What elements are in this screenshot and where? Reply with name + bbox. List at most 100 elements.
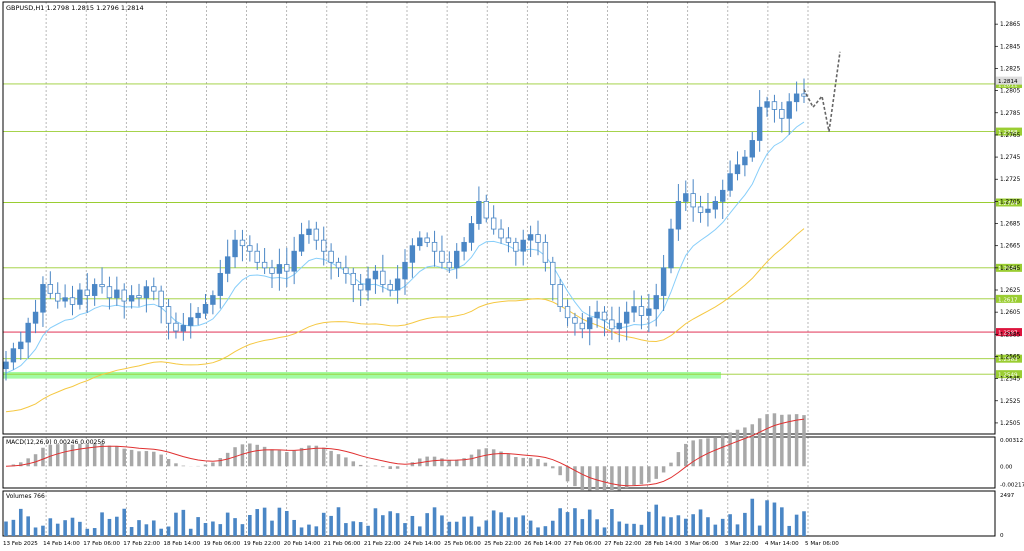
candle-body [513,241,519,252]
macd-pane: 0.00312 0.00 -0.00217 [5,413,1024,491]
candle-body [431,241,438,252]
ma-slow-line [5,228,805,413]
time-tick-label: 25 Feb 06:00 [444,541,481,547]
level-tag-label: 1.2617 [998,297,1018,303]
level-tag [996,370,1022,379]
candle-body [675,200,682,230]
candle-body [564,306,571,319]
candle-body [365,278,371,291]
candle-body [439,250,445,263]
candle-body [195,312,201,319]
volume-bar [307,524,311,536]
level-tag-label: 1.2704 [998,201,1018,207]
volume-bar [528,520,533,536]
symbol-header: GBPUSD,H1 1.2798 1.2815 1.2796 1.2814 [6,4,144,12]
volume-bar [4,521,8,536]
support-zone-rect [3,371,721,379]
time-tick-label: 17 Feb 22:00 [123,541,160,547]
volume-bar [196,517,200,536]
volume-bar [565,512,570,536]
candle-body [454,250,460,269]
candle-body [446,261,453,269]
candle-body [579,322,586,330]
candle-body [394,278,401,291]
time-tick-label: 21 Feb 06:00 [324,541,361,547]
candle-body [638,306,645,316]
candle-body [402,261,408,280]
volume-bar [720,518,725,536]
candle-body [727,173,733,191]
candle-body [683,193,689,202]
candle-body [217,272,223,296]
candle-body [202,303,209,314]
candle-body [276,264,283,274]
volume-bar [329,515,333,536]
level-tag-label: 1.2549 [998,373,1018,379]
candle-body [609,319,615,330]
current-price-label: 1.2814 [998,79,1018,85]
volume-bar [344,523,348,536]
candle-body [25,322,31,343]
candle-body [343,267,349,274]
volume-tick-label: 0 [1000,533,1004,539]
volume-bar [11,519,16,536]
volume-bar [181,509,186,536]
candle-body [380,270,386,285]
price-tick-label: 1.2785 [1000,111,1021,117]
volume-bar [772,502,777,536]
candle-body [69,297,76,305]
candle-body [749,140,755,158]
volume-bar [366,525,370,536]
candle-body [261,261,268,269]
time-tick-label: 4 Mar 14:00 [765,541,799,547]
volume-bar [395,513,400,536]
candle-body [742,156,748,166]
volume-bar [174,512,178,536]
candle-body [224,256,231,274]
candle-body [505,237,512,243]
candle-body [151,286,157,292]
candle-body [572,317,578,324]
volume-bar [144,524,149,536]
candle-body [3,361,9,370]
volume-bar [33,527,38,536]
volume-bar [203,523,208,536]
candle-body [372,270,379,280]
candle-body [646,308,652,316]
candle-body [254,250,260,263]
volume-bar [85,528,90,536]
support-zone [3,371,721,379]
level-tag [996,354,1022,363]
volume-bar [713,524,718,536]
volume-bar [432,507,437,536]
candle-body [387,284,393,291]
volume-bar [661,516,666,536]
volume-bar [255,509,260,536]
price-tick-label: 1.2665 [1000,244,1021,250]
time-tick-label: 19 Feb 06:00 [204,541,241,547]
candle-body [764,101,770,108]
level-tag [996,328,1022,337]
candle-body [188,317,194,326]
volume-bar [802,511,806,536]
candle-body [239,239,246,247]
candle-body [712,200,719,210]
volume-bar [122,508,127,536]
volume-bar [262,507,267,536]
time-tick-label: 28 Feb 14:00 [645,541,682,547]
volume-bar [580,519,585,536]
volume-bar [92,528,97,536]
volume-bar [270,520,274,536]
price-tick-label: 1.2705 [1000,199,1021,205]
volume-bar [410,515,415,536]
volume-bar [602,527,607,536]
price-tick-label: 1.2845 [1000,44,1021,50]
price-tick-label: 1.2685 [1000,222,1021,228]
price-tick-label: 1.2545 [1000,377,1021,383]
price-tick-label: 1.2765 [1000,133,1021,139]
candle-body [786,101,792,119]
price-tick-label: 1.2505 [1000,421,1021,427]
candle-body [350,272,356,285]
